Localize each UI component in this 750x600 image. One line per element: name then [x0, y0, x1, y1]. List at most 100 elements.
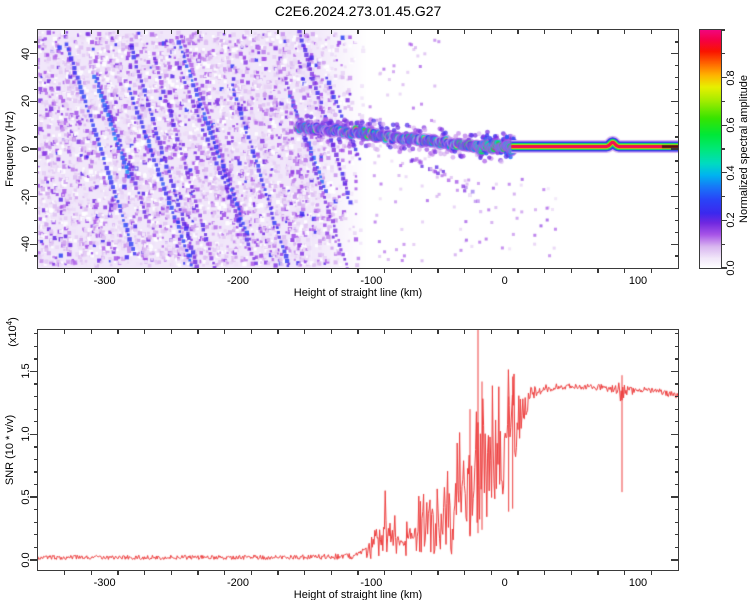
tick-mark [224, 330, 226, 334]
tick-mark [624, 330, 626, 334]
tick-mark [170, 330, 172, 334]
tick-mark [33, 358, 37, 360]
tick-mark [722, 243, 725, 245]
tick-mark [144, 269, 146, 273]
tick-mark [33, 76, 37, 79]
tick-mark [30, 559, 37, 561]
tick-mark [674, 509, 678, 511]
tick-mark [384, 30, 386, 34]
tick-mark [674, 184, 678, 186]
tick-mark [437, 269, 439, 273]
tick-mark [674, 383, 678, 385]
tick-mark [674, 207, 678, 210]
snr-scale-exponent: 4 [5, 320, 14, 326]
snr-axis-label: SNR (10 * v/v) [4, 414, 16, 486]
tick-mark [490, 30, 492, 34]
tick-mark [144, 30, 146, 34]
tick-mark [33, 207, 37, 210]
tick-mark [197, 30, 199, 34]
tick-mark [722, 100, 725, 103]
tick-mark [671, 433, 678, 435]
tick-mark [674, 65, 678, 67]
tick-mark [33, 509, 37, 511]
tick-mark [33, 458, 37, 461]
tick-mark [170, 571, 172, 575]
tick-mark [464, 571, 466, 575]
tick-mark [650, 269, 652, 273]
tick-mark [722, 195, 725, 198]
frequency-axis-label: Frequency (Hz) [4, 111, 16, 187]
tick-mark [30, 433, 37, 435]
snr-canvas [38, 330, 678, 570]
tick-mark [33, 219, 37, 222]
tick-mark [722, 76, 727, 79]
tick-mark [650, 30, 652, 34]
tick-mark [304, 30, 306, 34]
tick-mark [437, 330, 439, 334]
tick-mark [30, 496, 37, 498]
tick-mark [410, 30, 412, 34]
tick-mark [722, 124, 727, 126]
y-tick-label: 0.0 [20, 552, 32, 568]
tick-mark [357, 30, 359, 34]
tick-mark [304, 330, 306, 334]
tick-mark [384, 571, 386, 575]
tick-mark [197, 269, 199, 273]
tick-mark [33, 383, 37, 385]
tick-mark [144, 330, 146, 334]
tick-mark [33, 65, 37, 67]
tick-mark [464, 30, 466, 34]
tick-mark [250, 269, 252, 273]
tick-mark [30, 195, 37, 198]
tick-mark [304, 269, 306, 273]
x-tick-label: 0 [501, 577, 508, 589]
tick-mark [624, 269, 626, 273]
tick-mark [674, 358, 678, 360]
tick-mark [33, 172, 37, 174]
tick-mark [650, 571, 652, 575]
tick-mark [384, 330, 386, 334]
tick-mark [90, 269, 92, 273]
tick-mark [597, 571, 599, 575]
tick-mark [357, 571, 359, 575]
tick-mark [674, 172, 678, 174]
tick-mark [33, 446, 37, 448]
colorbar-tick-label: 0.2 [725, 212, 737, 229]
tick-mark [650, 330, 652, 334]
tick-mark [544, 330, 546, 334]
tick-mark [674, 521, 678, 523]
tick-mark [722, 267, 727, 269]
tick-mark [117, 571, 119, 575]
tick-mark [170, 269, 172, 273]
tick-mark [674, 546, 678, 549]
y-tick-label: 20 [20, 95, 32, 108]
tick-mark [330, 30, 332, 34]
tick-mark [33, 421, 37, 423]
tick-mark [33, 112, 37, 114]
tick-mark [437, 571, 439, 575]
tick-mark [117, 30, 119, 34]
x-tick-label: 100 [628, 275, 648, 287]
tick-mark [33, 124, 37, 126]
tick-mark [517, 269, 519, 273]
tick-mark [224, 571, 226, 575]
y-tick-label: 40 [20, 47, 32, 60]
tick-mark [410, 571, 412, 575]
tick-mark [33, 471, 37, 473]
y-tick-label: -40 [20, 236, 32, 253]
tick-mark [33, 345, 37, 347]
tick-mark [517, 30, 519, 34]
tick-mark [33, 483, 37, 486]
tick-mark [464, 269, 466, 273]
tick-mark [30, 243, 37, 245]
y-tick-label: 1.5 [20, 363, 32, 380]
tick-mark [544, 269, 546, 273]
colorbar-tick-label: 0.4 [725, 165, 737, 181]
tick-mark [33, 534, 37, 536]
colorbar-tick-label: 0.8 [725, 69, 737, 86]
tick-mark [674, 41, 678, 43]
tick-mark [277, 30, 279, 34]
tick-mark [90, 30, 92, 34]
tick-mark [224, 30, 226, 34]
tick-mark [674, 88, 678, 91]
